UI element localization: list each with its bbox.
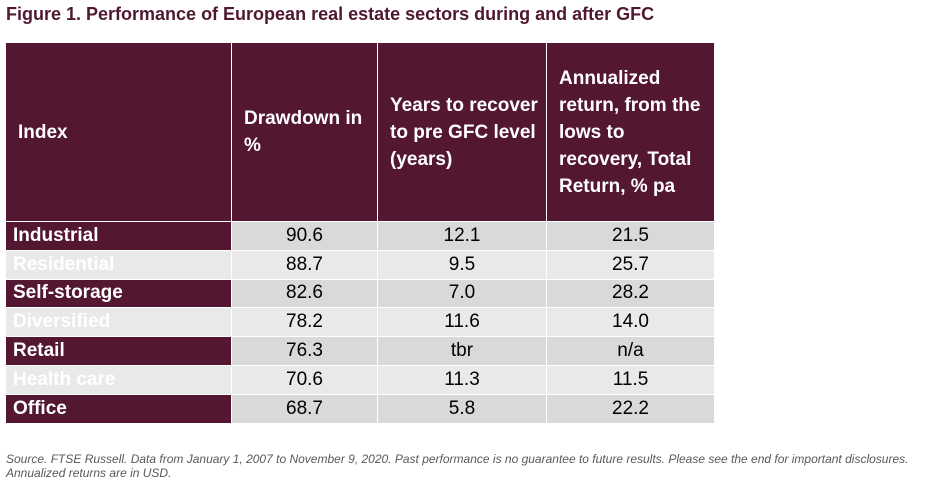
drawdown-cell: 82.6 [231,278,378,309]
return-cell: 25.7 [546,249,715,280]
years-cell: 12.1 [377,221,547,251]
years-cell: 7.0 [377,278,547,309]
return-cell: 14.0 [546,307,715,338]
row-label: Self-storage [5,278,232,309]
table-row: Self-storage 82.6 7.0 28.2 [5,278,715,309]
table-row: Residential 88.7 9.5 25.7 [5,249,715,280]
row-label: Retail [5,336,232,366]
source-note: Source. FTSE Russell. Data from January … [6,452,909,480]
drawdown-cell: 88.7 [231,249,378,280]
return-cell: 28.2 [546,278,715,309]
row-label: Diversified [5,307,232,338]
table-row: Diversified 78.2 11.6 14.0 [5,307,715,338]
drawdown-cell: 68.7 [231,393,378,424]
header-annualized-return: Annualized return, from the lows to reco… [546,42,715,222]
table-row: Health care 70.6 11.3 11.5 [5,364,715,395]
return-cell: n/a [546,336,715,366]
table-row: Retail 76.3 tbr n/a [5,336,715,366]
table-row: Industrial 90.6 12.1 21.5 [5,221,715,251]
header-years-to-recover: Years to recover to pre GFC level (years… [377,42,547,222]
row-label: Residential [5,249,232,280]
row-label: Office [5,393,232,424]
drawdown-cell: 70.6 [231,364,378,395]
header-drawdown: Drawdown in % [231,42,378,222]
return-cell: 21.5 [546,221,715,251]
return-cell: 22.2 [546,393,715,424]
drawdown-cell: 78.2 [231,307,378,338]
years-cell: 9.5 [377,249,547,280]
years-cell: 11.3 [377,364,547,395]
row-label: Industrial [5,221,232,251]
years-cell: 11.6 [377,307,547,338]
header-index: Index [5,42,232,222]
figure-title: Figure 1. Performance of European real e… [6,4,655,24]
years-cell: tbr [377,336,547,366]
table-row: Office 68.7 5.8 22.2 [5,393,715,424]
return-cell: 11.5 [546,364,715,395]
row-label: Health care [5,364,232,395]
drawdown-cell: 90.6 [231,221,378,251]
header-row: Index Drawdown in % Years to recover to … [5,42,715,222]
years-cell: 5.8 [377,393,547,424]
drawdown-cell: 76.3 [231,336,378,366]
performance-table: Index Drawdown in % Years to recover to … [5,42,715,424]
